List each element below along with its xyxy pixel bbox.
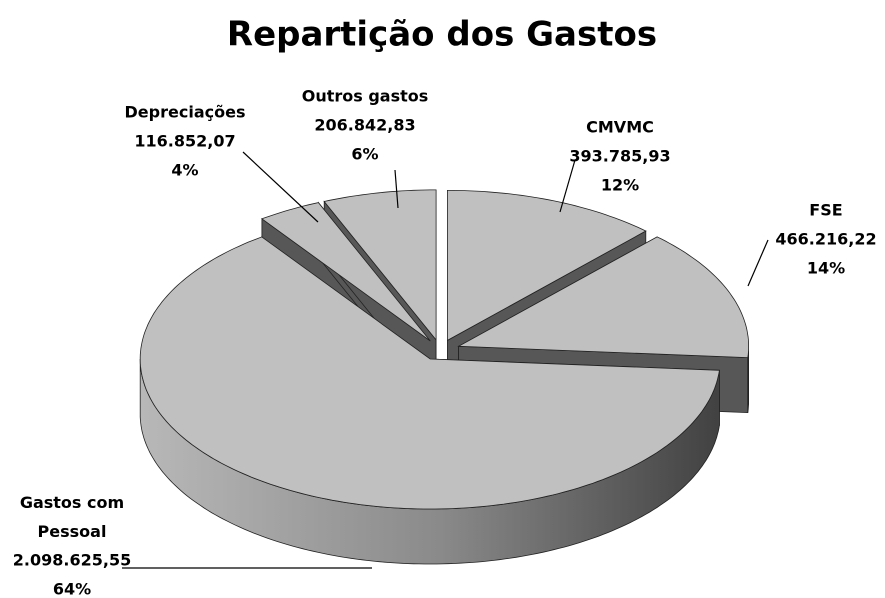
slice-label: Gastos com Pessoal xyxy=(20,493,124,541)
percent-label: 12% xyxy=(601,176,639,195)
leader-line xyxy=(559,159,576,213)
slice-label: CMVMC xyxy=(586,118,654,137)
pie-slice xyxy=(457,236,749,359)
value-label: 206.842,83 xyxy=(314,116,415,135)
chart-title: Repartição dos Gastos xyxy=(227,15,657,55)
value-label: 393.785,93 xyxy=(569,147,670,166)
value-label: 116.852,07 xyxy=(134,132,235,151)
pie-slice xyxy=(139,236,720,510)
percent-label: 14% xyxy=(807,259,845,278)
value-label: 466.216,22 xyxy=(775,230,876,249)
leader-line xyxy=(747,239,769,287)
leader-line xyxy=(394,169,399,209)
percent-label: 6% xyxy=(351,145,378,164)
pie-slice xyxy=(323,189,437,342)
leader-line xyxy=(242,151,319,223)
pie-slice xyxy=(447,190,647,342)
slice-label: Outros gastos xyxy=(302,87,429,106)
slice-label: Depreciações xyxy=(125,103,246,122)
pie-slice xyxy=(261,202,431,342)
slice-label: FSE xyxy=(809,201,842,220)
value-label: 2.098.625,55 xyxy=(13,551,131,570)
percent-label: 64% xyxy=(53,580,91,598)
percent-label: 4% xyxy=(171,161,198,180)
